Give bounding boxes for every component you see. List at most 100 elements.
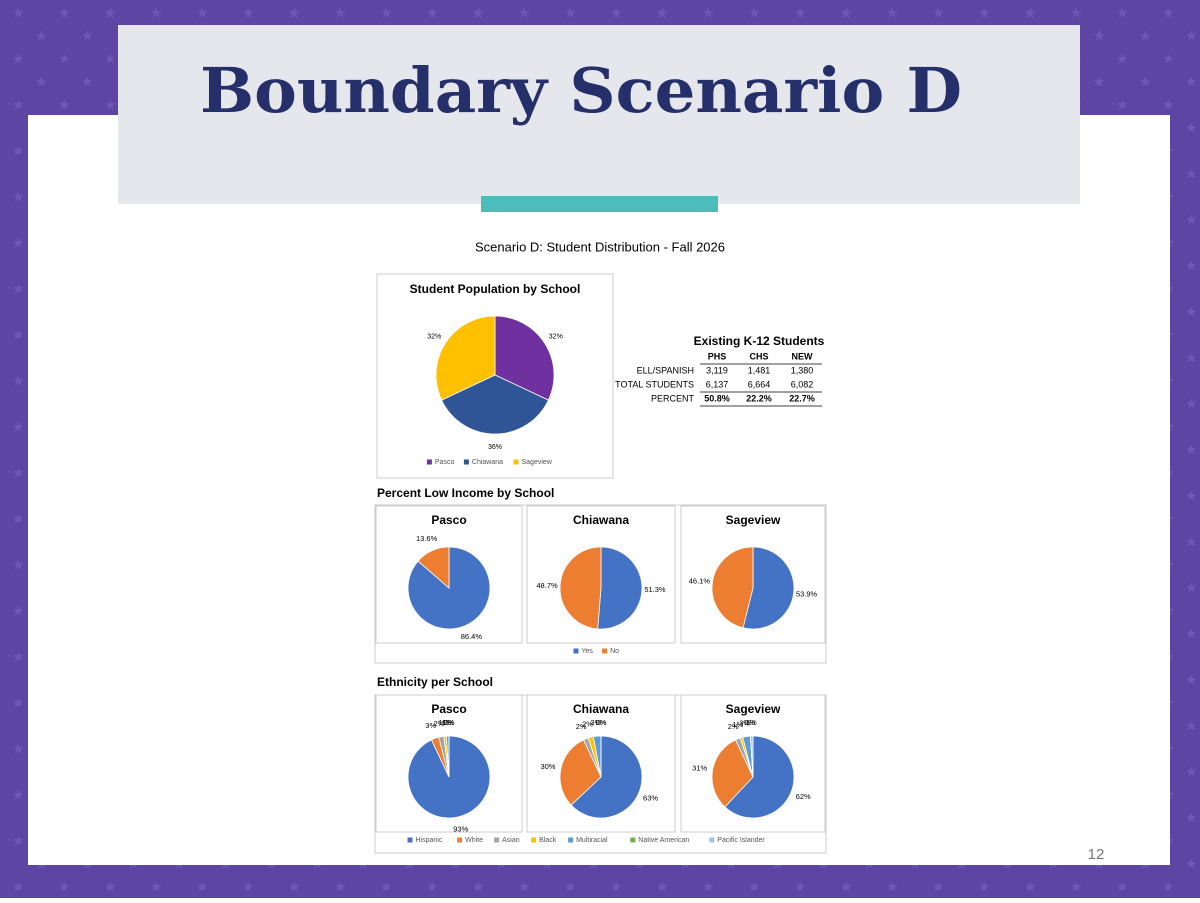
data-label: 32% [427,333,441,340]
chart-title: Student Population by School [410,282,581,296]
pie-title: Pasco [431,702,466,716]
legend-label: Multiracial [576,837,608,844]
table-cell: 1,380 [791,365,814,375]
data-label: 86.4% [461,632,483,641]
pie-slice [570,735,643,819]
data-label: 46.1% [689,576,711,585]
legend-swatch [457,837,463,843]
row-label: TOTAL STUDENTS [615,379,694,389]
data-label: 0% [596,718,607,727]
legend-swatch [573,648,579,654]
pie-title: Sageview [726,513,781,527]
legend-label: Black [539,837,557,844]
data-label: 2% [576,722,587,731]
data-label: 3% [425,721,436,730]
data-label: 1% [438,718,449,727]
pie-slice [435,315,496,401]
pie-slice [441,374,549,435]
title-box [118,25,1080,204]
chart-title: Percent Low Income by School [377,486,554,500]
pie-title: Pasco [431,513,466,527]
pie-panel [526,694,676,833]
chart-title: Ethnicity per School [377,675,493,689]
pie-slice [559,546,602,630]
legend-label: Pasco [435,459,455,466]
table-cell: 22.2% [746,393,772,403]
legend-swatch [531,837,537,843]
pie-title: Chiawana [573,702,629,716]
data-label: 13.6% [416,534,438,543]
legend-swatch [463,459,469,465]
legend-label: Chiawana [472,459,503,466]
data-label: 2% [582,720,593,729]
data-label: 3% [590,718,601,727]
legend-swatch [602,648,608,654]
data-label: 93% [453,825,468,834]
legend-label: Asian [502,837,520,844]
pie-panel [680,694,826,833]
legend-label: White [465,837,483,844]
legend-swatch [513,459,519,465]
legend-swatch [568,837,574,843]
table-cell: 1,481 [748,365,771,375]
data-label: 0% [444,718,455,727]
data-label: 2% [728,722,739,731]
data-label: 0% [596,718,607,727]
pie-slice [494,315,555,401]
data-label: 48.7% [536,581,558,590]
data-label: 30% [540,762,555,771]
chart-box [376,273,614,479]
data-label: 0% [444,718,455,727]
pie-title: Sageview [726,702,781,716]
pie-panel [375,694,523,833]
data-label: 3% [739,719,750,728]
accent-bar [481,196,718,212]
table-cell: 6,137 [706,379,729,389]
data-label: 36% [488,444,502,451]
row-label: PERCENT [651,393,695,403]
data-label: 31% [692,764,707,773]
pie-slice [711,739,754,808]
data-label: 63% [643,793,658,802]
data-label: 2% [433,719,444,728]
table-header: PHS [708,351,727,361]
pie-panel [375,505,523,644]
pie-panel [526,505,676,644]
legend-swatch [709,837,715,843]
table-title: Existing K-12 Students [694,334,825,348]
subtitle: Scenario D: Student Distribution - Fall … [475,239,725,254]
legend-label: Pacific Islander [717,837,765,844]
legend-swatch [630,837,636,843]
chart-box [374,504,827,664]
pie-slice [597,546,643,630]
pie-slice [724,735,795,819]
legend-swatch [426,459,432,465]
data-label: 1% [733,720,744,729]
legend-swatch [494,837,500,843]
table-cell: 3,119 [706,365,728,375]
pie-panel [680,505,826,644]
legend-swatch [407,837,413,843]
legend-label: Native American [638,837,689,844]
pie-slice [742,546,795,630]
data-label: 51.3% [644,585,666,594]
pie-slice [711,546,754,629]
data-label: 32% [549,333,563,340]
table-header: CHS [749,351,768,361]
pie-slice [559,739,602,806]
legend-label: No [610,648,619,655]
data-label: 0% [744,718,755,727]
data-label: 1% [746,718,757,727]
pie-slice [750,735,754,778]
data-label: 1% [442,718,453,727]
page-number: 12 [1088,846,1105,863]
legend-label: Yes [582,648,594,655]
table-cell: 22.7% [789,393,815,403]
row-label: ELL/SPANISH [637,365,694,375]
legend-label: Sageview [522,459,553,466]
table-cell: 6,082 [791,379,814,389]
legend-label: Hispanic [416,837,443,844]
pie-title: Chiawana [573,513,629,527]
table-cell: 6,664 [748,379,771,389]
data-label: 53.9% [796,590,818,599]
